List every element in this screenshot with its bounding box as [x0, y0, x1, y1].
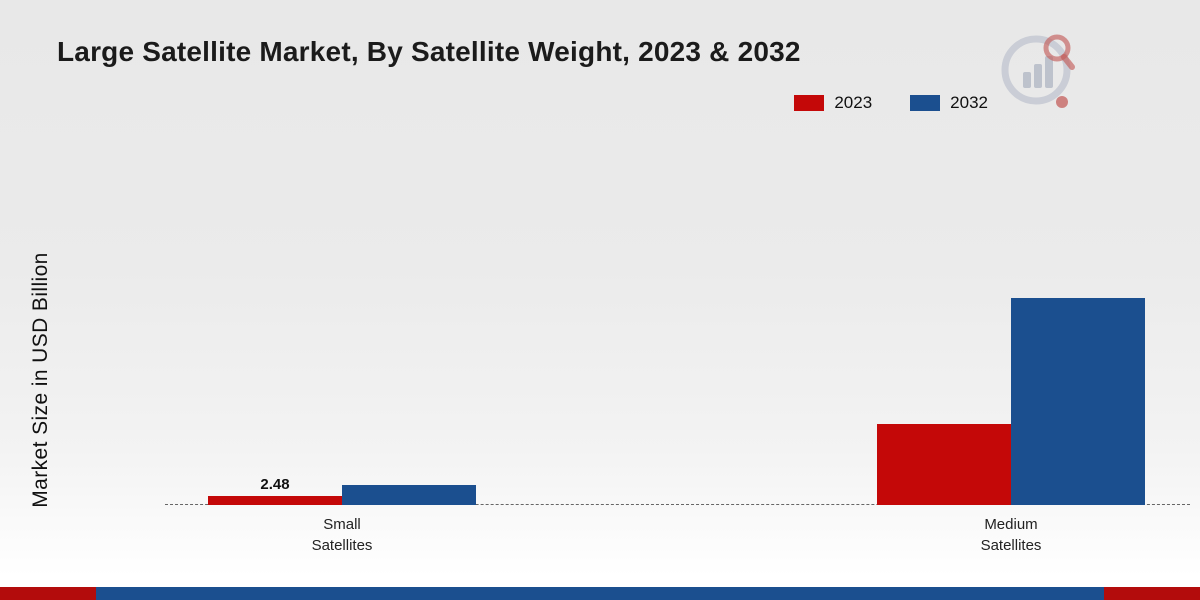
brand-logo-icon — [1001, 34, 1075, 108]
legend: 2023 2032 — [794, 93, 988, 113]
legend-item-2032: 2032 — [910, 93, 988, 113]
legend-label-2032: 2032 — [950, 93, 988, 112]
category-label-small-satellites: Small Satellites — [311, 516, 373, 555]
bar-2023-small-satellites — [208, 496, 342, 505]
bar-2032-small-satellites — [342, 485, 476, 505]
legend-swatch-2023 — [794, 95, 825, 111]
bar-2032-medium-satellites — [1011, 298, 1145, 505]
legend-item-2023: 2023 — [794, 93, 872, 113]
x-axis-line — [165, 504, 1190, 505]
legend-swatch-2032 — [910, 95, 941, 111]
category-label-medium-satellites: Medium Satellites — [980, 516, 1042, 555]
legend-label-2023: 2023 — [834, 93, 873, 112]
chart-title: Large Satellite Market, By Satellite Wei… — [57, 36, 801, 67]
bar-2023-medium-satellites — [877, 424, 1011, 505]
footer-blue-strip — [96, 587, 1104, 600]
bar-data-label: 2.48 — [260, 476, 290, 493]
